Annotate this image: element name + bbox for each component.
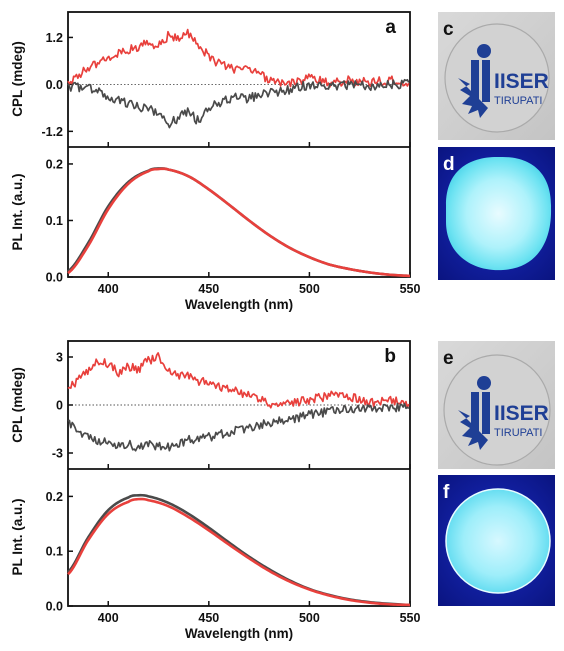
b-cpl-series-red	[67, 352, 410, 409]
b-pl-ylabel: PL Int. (a.u.)	[10, 499, 25, 576]
a-pl-xtick-label: 550	[400, 282, 421, 296]
a-cpl-ylabel: CPL (mdeg)	[10, 41, 25, 117]
plot-a-pl: 0.0 0.1 0.2 400 450 500 550 PL Int. (a.u.) Wavel…	[10, 157, 420, 312]
logo-c-text-2: TIRUPATI	[494, 95, 542, 107]
plot-a-cpl: -1.2 0.0 1.2 CPL (mdeg)	[10, 28, 411, 147]
b-cpl-ylabel: CPL (mdeg)	[10, 367, 25, 443]
a-pl-ytick-label: 0.2	[46, 157, 63, 171]
b-pl-xtick-label: 450	[198, 611, 219, 625]
photo-d: d	[438, 147, 555, 280]
a-cpl-series-gray	[67, 78, 410, 129]
b-pl-xtick-label: 500	[299, 611, 320, 625]
panel-b: -3 0 3 CPL (mdeg) 0.0 0.1 0.2 400 450 500 550 PL I…	[10, 340, 420, 641]
b-cpl-ytick-label: -3	[52, 447, 63, 461]
a-cpl-ytick-label: 1.2	[46, 31, 63, 45]
logo-e-text-2: TIRUPATI	[494, 427, 542, 439]
b-pl-ytick-label: 0.0	[46, 600, 63, 614]
photo-f: f	[438, 475, 555, 606]
photo-letter-d: d	[443, 154, 455, 175]
a-pl-ylabel: PL Int. (a.u.)	[10, 174, 25, 251]
b-pl-xlabel: Wavelength (nm)	[185, 626, 293, 641]
panel-b-frame	[67, 340, 411, 607]
fluorescent-disc-f	[445, 488, 551, 594]
a-cpl-ytick-label: 0.0	[46, 78, 63, 92]
plot-b-cpl: -3 0 3 CPL (mdeg)	[10, 351, 411, 469]
a-pl-xtick-label: 500	[299, 282, 320, 296]
b-pl-xtick-label: 400	[98, 611, 119, 625]
a-pl-series-gray	[67, 167, 411, 278]
panel-letter-a: a	[385, 17, 396, 38]
panel-a-frame	[67, 11, 411, 278]
photo-c: IISER TIRUPATI c	[438, 12, 555, 140]
b-cpl-series-gray	[67, 402, 410, 452]
plot-b-pl: 0.0 0.1 0.2 400 450 500 550 PL Int. (a.u.) Wavel…	[10, 490, 420, 641]
b-pl-ytick-label: 0.2	[46, 490, 63, 504]
a-cpl-series-red	[67, 28, 410, 88]
a-pl-xtick-label: 450	[198, 282, 219, 296]
fluorescent-disc-d	[446, 156, 552, 271]
a-cpl-ytick-label: -1.2	[41, 125, 63, 139]
logo-e-text-1: IISER	[494, 402, 549, 425]
a-pl-series-red	[67, 167, 411, 278]
a-pl-xlabel: Wavelength (nm)	[185, 297, 293, 312]
a-pl-xtick-label: 400	[98, 282, 119, 296]
b-pl-series-red	[67, 497, 411, 607]
b-cpl-ytick-label: 3	[56, 351, 63, 365]
panel-a: -1.2 0.0 1.2 CPL (mdeg) 0.0 0.1 0.2 400 450 500 5…	[10, 11, 420, 312]
b-pl-ytick-label: 0.1	[46, 545, 63, 559]
panel-letter-b: b	[384, 346, 396, 367]
a-pl-ytick-label: 0.1	[46, 214, 63, 228]
photo-letter-c: c	[443, 19, 454, 40]
b-pl-xtick-label: 550	[400, 611, 421, 625]
logo-c-text-1: IISER	[494, 70, 549, 93]
logo-c: IISER TIRUPATI	[458, 44, 549, 118]
logo-e: IISER TIRUPATI	[458, 376, 549, 450]
b-cpl-ytick-label: 0	[56, 399, 63, 413]
photo-e: IISER TIRUPATI e	[438, 341, 555, 469]
photo-letter-e: e	[443, 348, 454, 369]
photo-letter-f: f	[443, 482, 450, 503]
a-pl-ytick-label: 0.0	[46, 271, 63, 285]
